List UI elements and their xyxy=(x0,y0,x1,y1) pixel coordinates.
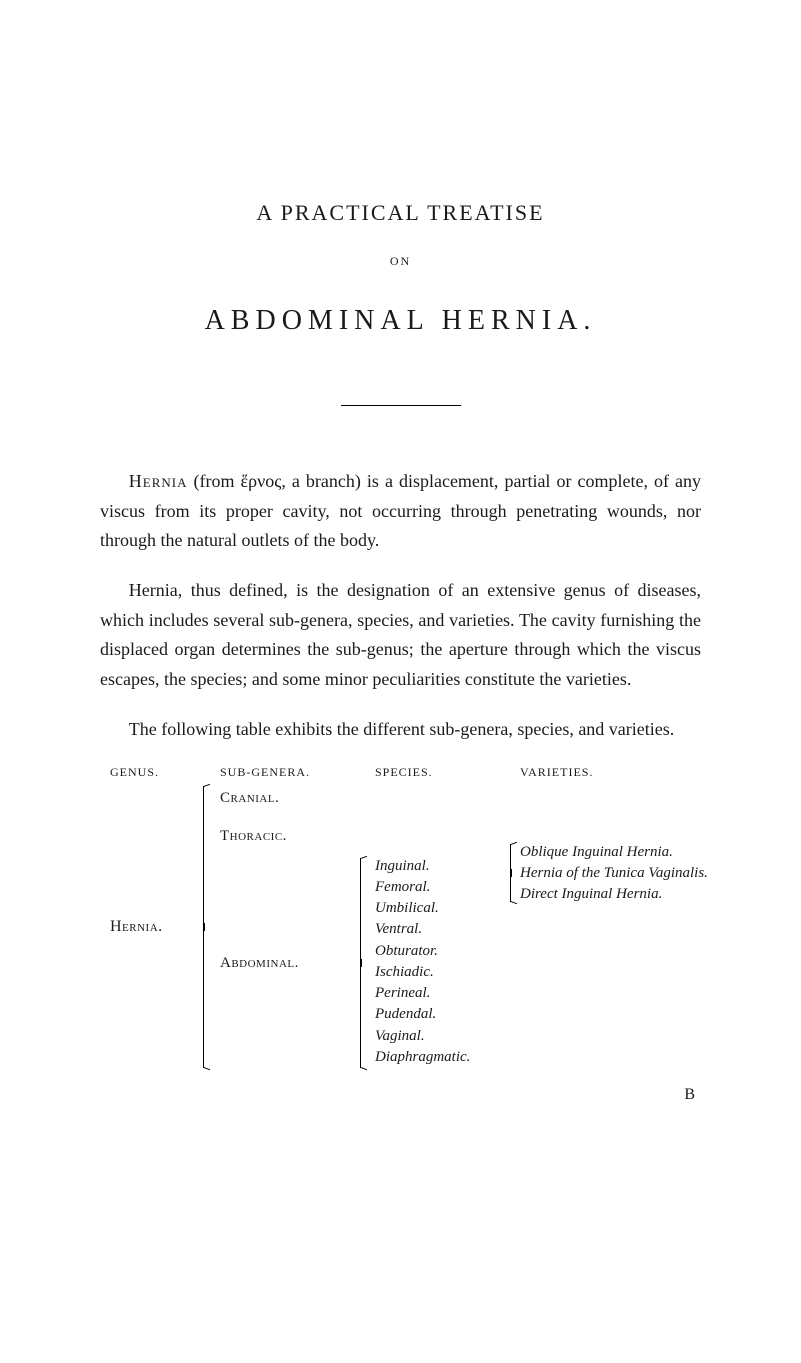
species-list: Inguinal. Femoral. Umbilical. Ventral. O… xyxy=(375,856,520,1069)
title-small: A PRACTICAL TREATISE xyxy=(100,200,701,226)
varieties-list: Oblique Inguinal Hernia. Hernia of the T… xyxy=(520,842,708,905)
horizontal-rule xyxy=(100,393,701,411)
variety-item: Direct Inguinal Hernia. xyxy=(520,884,708,904)
brace-genus xyxy=(203,786,214,1069)
subgenus-thoracic: Thoracic. xyxy=(220,826,375,846)
column-genus: Hernia. xyxy=(110,786,220,1069)
header-subgenera: SUB-GENERA. xyxy=(220,765,375,780)
paragraph-3: The following table exhibits the differe… xyxy=(100,715,701,745)
species-item: Inguinal. xyxy=(375,856,520,876)
genus-label: Hernia. xyxy=(110,916,163,938)
species-item: Diaphragmatic. xyxy=(375,1047,520,1067)
paragraph-2: Hernia, thus defined, is the designation… xyxy=(100,576,701,695)
subgenus-abdominal: Abdominal. xyxy=(220,953,299,973)
brace-subgenus xyxy=(360,858,371,1068)
species-item: Umbilical. xyxy=(375,898,520,918)
species-item: Vaginal. xyxy=(375,1026,520,1046)
variety-item: Oblique Inguinal Hernia. xyxy=(520,842,708,862)
subtitle-on: ON xyxy=(100,254,701,269)
header-genus: GENUS. xyxy=(110,765,220,780)
subgenus-abdominal-wrap: Abdominal. xyxy=(220,858,375,1068)
page: A PRACTICAL TREATISE ON ABDOMINAL HERNIA… xyxy=(0,0,801,1363)
header-varieties: VARIETIES. xyxy=(520,765,701,780)
column-subgenera: Cranial. Thoracic. Abdominal. xyxy=(220,786,375,1069)
header-species: SPECIES. xyxy=(375,765,520,780)
title-large: ABDOMINAL HERNIA. xyxy=(100,305,701,337)
classification-tree: Hernia. Cranial. Thoracic. Abdominal. In… xyxy=(100,786,701,1069)
species-item: Perineal. xyxy=(375,983,520,1003)
species-item: Obturator. xyxy=(375,941,520,961)
table-headers: GENUS. SUB-GENERA. SPECIES. VARIETIES. xyxy=(100,765,701,780)
species-item: Ischiadic. xyxy=(375,962,520,982)
species-item: Pudendal. xyxy=(375,1004,520,1024)
smallcaps-lead: Hernia xyxy=(129,471,188,491)
signature-mark: B xyxy=(100,1086,701,1104)
paragraph-1-rest: (from ἕρνος, a branch) is a displacement… xyxy=(100,471,701,550)
column-species: Inguinal. Femoral. Umbilical. Ventral. O… xyxy=(375,786,520,1069)
species-item: Ventral. xyxy=(375,919,520,939)
subgenus-cranial: Cranial. xyxy=(220,788,375,808)
brace-varieties xyxy=(510,844,521,902)
paragraph-1: Hernia (from ἕρνος, a branch) is a displ… xyxy=(100,467,701,556)
species-item: Femoral. xyxy=(375,877,520,897)
variety-item: Hernia of the Tunica Vaginalis. xyxy=(520,863,708,883)
column-varieties: Oblique Inguinal Hernia. Hernia of the T… xyxy=(520,786,708,1069)
